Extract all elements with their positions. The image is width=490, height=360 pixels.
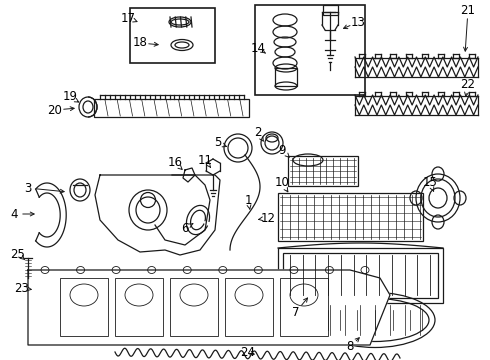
Text: 3: 3 (24, 181, 32, 194)
Bar (275, 68, 297, 86)
Text: 13: 13 (350, 15, 366, 28)
Text: 17: 17 (121, 12, 136, 24)
Bar (278, 193, 423, 241)
Text: 9: 9 (278, 144, 286, 157)
Bar (255, 5, 365, 95)
Text: 4: 4 (10, 207, 18, 220)
Text: 14: 14 (250, 41, 266, 54)
Text: 19: 19 (63, 90, 77, 104)
Bar (288, 156, 358, 186)
Bar (130, 8, 215, 63)
Text: 2: 2 (254, 126, 262, 139)
Text: 10: 10 (274, 176, 290, 189)
Text: 16: 16 (168, 157, 182, 170)
Text: 11: 11 (197, 153, 213, 166)
Bar (94, 99, 249, 117)
Text: 12: 12 (261, 211, 275, 225)
Bar (170, 278, 218, 336)
Bar (323, 5, 338, 15)
Text: 23: 23 (15, 282, 29, 294)
Text: 21: 21 (461, 4, 475, 17)
Text: 5: 5 (214, 136, 221, 149)
Text: 25: 25 (11, 248, 25, 261)
Text: 6: 6 (181, 221, 189, 234)
Text: 1: 1 (244, 194, 252, 207)
Text: 20: 20 (48, 104, 62, 117)
Bar (280, 278, 328, 336)
Bar (60, 278, 108, 336)
Bar (278, 248, 443, 303)
Text: 8: 8 (346, 341, 354, 354)
Text: 24: 24 (241, 346, 255, 359)
Bar (115, 278, 163, 336)
Text: 7: 7 (292, 306, 300, 319)
Text: 22: 22 (461, 78, 475, 91)
Text: 15: 15 (422, 176, 438, 189)
Polygon shape (28, 270, 390, 345)
Bar (225, 278, 273, 336)
Bar (283, 253, 438, 298)
Text: 18: 18 (133, 36, 147, 49)
